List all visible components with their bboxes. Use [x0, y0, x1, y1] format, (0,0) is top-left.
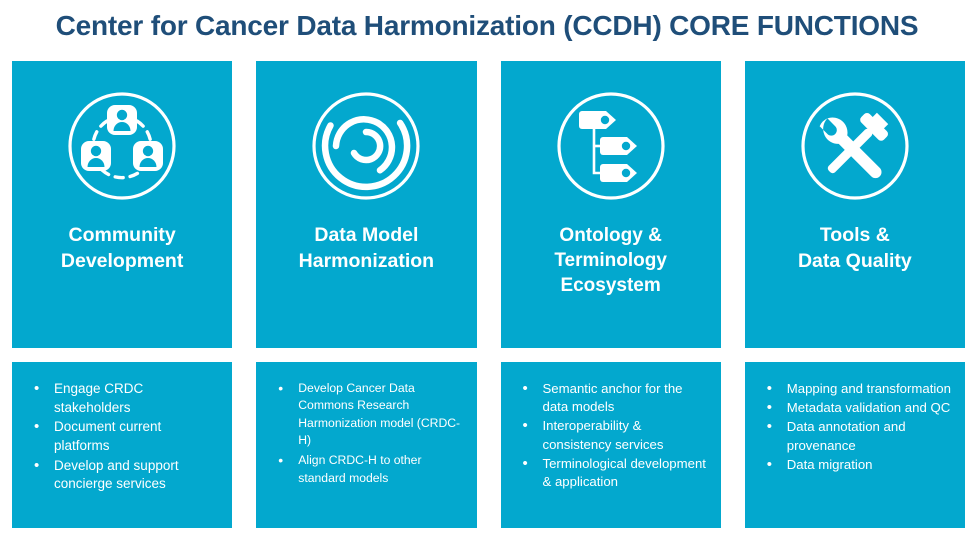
core-function-column-tools-data-quality: Tools & Data Quality Mapping and transfo… [744, 61, 965, 528]
list-item: Interoperability & consistency services [511, 416, 709, 453]
core-functions-grid: Community Development Engage CRDC stakeh… [12, 61, 965, 528]
list-item: Develop Cancer Data Commons Research Har… [266, 379, 464, 449]
page-title: Center for Cancer Data Harmonization (CC… [55, 10, 919, 41]
bullet-list: Develop Cancer Data Commons Research Har… [266, 379, 464, 487]
card-header-tools-data-quality: Tools & Data Quality [744, 61, 965, 348]
list-item: Data annotation and provenance [755, 417, 953, 454]
card-body-ontology-terminology-ecosystem: Semantic anchor for the data models Inte… [500, 362, 721, 528]
bullet-list: Mapping and transformation Metadata vali… [755, 379, 953, 476]
card-heading: Data Model Harmonization [298, 224, 435, 272]
list-item: Semantic anchor for the data models [511, 379, 709, 416]
list-item: Develop and support concierge services [22, 455, 220, 494]
tag-hierarchy-icon [552, 87, 670, 205]
card-gap [744, 348, 965, 362]
card-header-ontology-terminology-ecosystem: Ontology & Terminology Ecosystem [500, 61, 721, 348]
hammer-wrench-icon [796, 87, 914, 205]
card-heading: Tools & Data Quality [797, 224, 912, 272]
card-body-data-model-harmonization: Develop Cancer Data Commons Research Har… [256, 362, 477, 528]
list-item: Data migration [755, 455, 953, 476]
card-header-community-development: Community Development [12, 61, 233, 348]
list-item: Document current platforms [22, 417, 220, 455]
community-network-icon [63, 87, 181, 205]
list-item: Align CRDC-H to other standard models [266, 451, 464, 487]
spiral-swirl-icon [307, 87, 425, 205]
bullet-list: Semantic anchor for the data models Inte… [511, 379, 709, 491]
card-body-tools-data-quality: Mapping and transformation Metadata vali… [744, 362, 965, 528]
card-body-community-development: Engage CRDC stakeholders Document curren… [12, 362, 233, 528]
card-header-data-model-harmonization: Data Model Harmonization [256, 61, 477, 348]
list-item: Terminological development & application [511, 454, 709, 491]
card-heading: Community Development [60, 224, 184, 272]
bullet-list: Engage CRDC stakeholders Document curren… [22, 379, 220, 494]
core-function-column-ontology-terminology-ecosystem: Ontology & Terminology Ecosystem Semanti… [500, 61, 721, 528]
card-gap [12, 348, 233, 362]
card-heading: Ontology & Terminology Ecosystem [554, 225, 667, 297]
core-function-column-data-model-harmonization: Data Model Harmonization Develop Cancer … [256, 61, 477, 528]
card-gap [500, 348, 721, 362]
core-function-column-community-development: Community Development Engage CRDC stakeh… [12, 61, 233, 528]
list-item: Metadata validation and QC [755, 398, 953, 419]
list-item: Mapping and transformation [755, 379, 953, 400]
card-gap [256, 348, 477, 362]
list-item: Engage CRDC stakeholders [22, 379, 220, 417]
